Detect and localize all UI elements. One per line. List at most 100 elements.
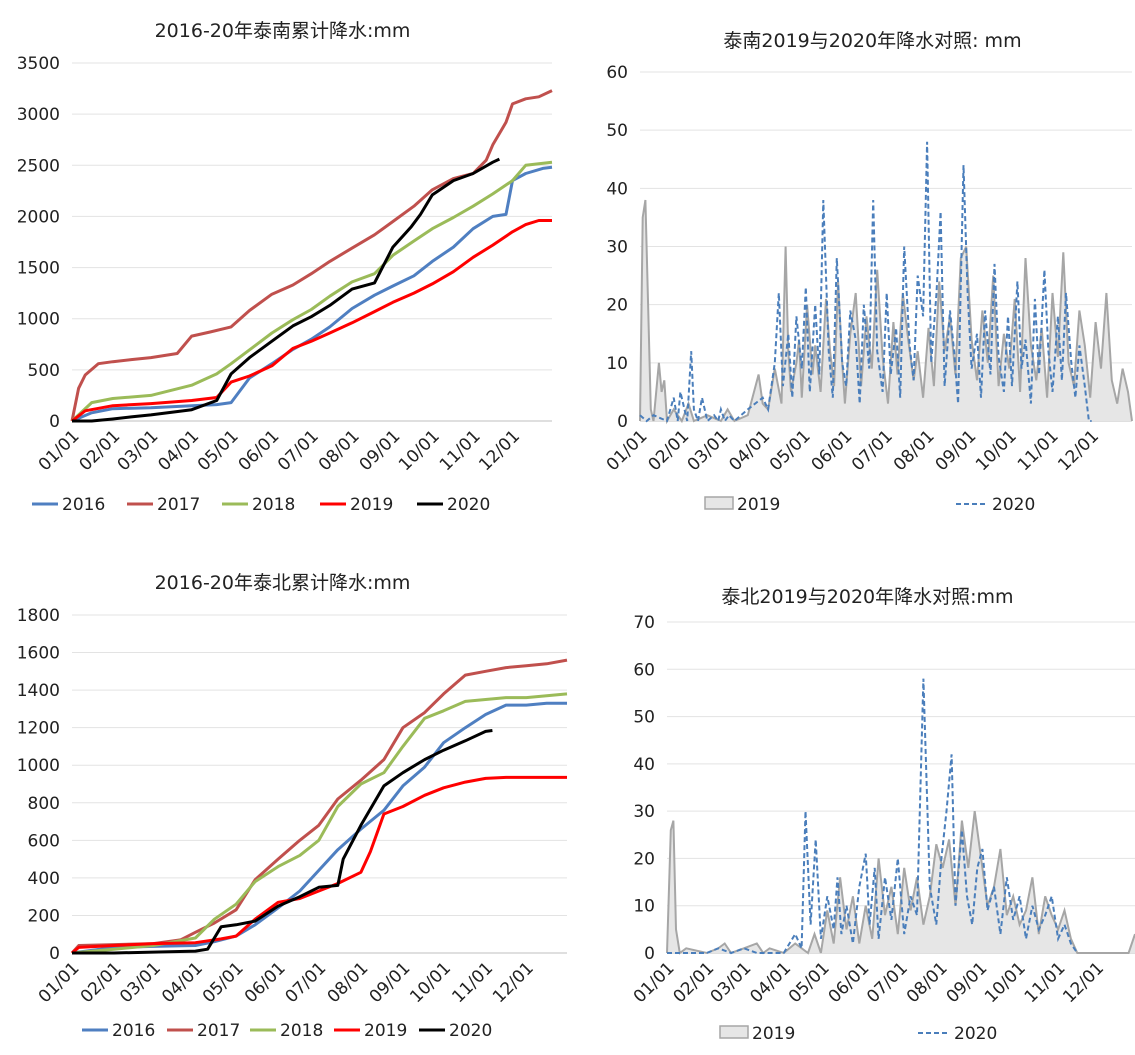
- x-tick-label: 05/01: [199, 958, 248, 1007]
- series-line-2019: [666, 810, 1135, 955]
- legend-swatch: [704, 496, 734, 510]
- x-tick-label: 11/01: [1014, 426, 1063, 475]
- x-tick-label: 06/01: [241, 958, 290, 1007]
- chart-title: 2016-20年泰南累计降水:mm: [154, 20, 411, 42]
- x-tick-label: 03/01: [114, 426, 163, 475]
- series-line-2017: [70, 658, 568, 955]
- y-tick-label: 800: [28, 794, 60, 814]
- x-tick-label: 12/01: [1054, 426, 1103, 475]
- y-tick-label: 3500: [17, 54, 60, 74]
- chart-title: 泰北2019与2020年降水对照:mm: [721, 586, 1014, 608]
- legend-swatch: [719, 1025, 749, 1039]
- series-line-2020: [639, 141, 1092, 425]
- chart-svg: 0 200 400 600 800 1000 1200 1400 1600 1800 01/0102…: [17, 606, 568, 1041]
- y-tick-label: 400: [28, 869, 60, 889]
- x-tick-label: 01/01: [35, 958, 84, 1007]
- legend-label: 2017: [157, 495, 200, 515]
- chart-north-cumulative: 2016-20年泰北累计降水:mm 0 200 400 600 800 1000 1200 1…: [0, 530, 568, 1055]
- x-tick-label: 04/01: [725, 426, 774, 475]
- series-line-2019: [71, 219, 552, 423]
- y-tick-label: 30: [606, 238, 628, 258]
- legend-label: 2019: [350, 495, 393, 515]
- y-tick-label: 3000: [17, 105, 60, 125]
- x-tick-label: 01/01: [630, 958, 679, 1007]
- x-tick-label: 08/01: [324, 958, 373, 1007]
- x-tick-label: 11/01: [448, 958, 497, 1007]
- series-line-2016: [71, 701, 567, 955]
- x-tick-label: 03/01: [707, 958, 756, 1007]
- series-line-2016: [71, 165, 553, 423]
- x-tick-label: 02/01: [645, 426, 694, 475]
- chart-svg: 0 500 1000 1500 2000 2500 3000 3500 01/0102/0103…: [17, 54, 553, 515]
- chart-north-daily: 泰北2019与2020年降水对照:mm 0 10 20 30 40 50 60 70 01/01…: [570, 530, 1135, 1055]
- series-line-2020: [72, 729, 493, 955]
- x-tick-label: 12/01: [1059, 958, 1108, 1007]
- x-tick-label: 05/01: [766, 426, 815, 475]
- legend-label: 2017: [197, 1021, 240, 1041]
- y-tick-label: 60: [606, 63, 628, 83]
- x-tick-label: 08/01: [890, 426, 939, 475]
- y-tick-label: 1800: [17, 606, 60, 626]
- x-tick-label: 03/01: [684, 426, 733, 475]
- legend-label: 2020: [447, 495, 490, 515]
- y-tick-label: 40: [606, 179, 628, 199]
- legend-label: 2018: [280, 1021, 323, 1041]
- x-tick-label: 01/01: [603, 426, 652, 475]
- x-tick-label: 02/01: [669, 958, 718, 1007]
- series-line-2020: [72, 157, 501, 423]
- chart-svg: 0 10 20 30 40 50 60 70 01/0102/0103/0104/0105/01…: [630, 613, 1135, 1044]
- y-tick-label: 1400: [17, 681, 60, 701]
- y-tick-label: 0: [617, 412, 628, 432]
- x-tick-label: 04/01: [154, 426, 203, 475]
- y-tick-label: 70: [633, 613, 655, 633]
- x-tick-label: 09/01: [356, 426, 405, 475]
- chart-title: 2016-20年泰北累计降水:mm: [154, 572, 411, 594]
- series-line-2018: [71, 692, 568, 955]
- legend-label: 2020: [992, 495, 1035, 515]
- legend-label: 2020: [449, 1021, 492, 1041]
- x-tick-label: 07/01: [282, 958, 331, 1007]
- x-tick-label: 08/01: [903, 958, 952, 1007]
- y-tick-label: 1000: [17, 756, 60, 776]
- x-tick-label: 06/01: [825, 958, 874, 1007]
- legend-label: 2016: [112, 1021, 155, 1041]
- x-tick-label: 05/01: [194, 426, 243, 475]
- legend-label: 2018: [252, 495, 295, 515]
- chart-south-daily: 泰南2019与2020年降水对照: mm 0 10 20 30 40 50 60 01/01 0…: [570, 0, 1135, 525]
- y-tick-label: 500: [28, 361, 60, 381]
- x-tick-label: 03/01: [116, 958, 165, 1007]
- x-tick-label: 05/01: [785, 958, 834, 1007]
- x-tick-label: 02/01: [76, 426, 125, 475]
- y-tick-label: 10: [606, 354, 628, 374]
- x-tick-label: 04/01: [746, 958, 795, 1007]
- x-tick-label: 04/01: [158, 958, 207, 1007]
- chart-south-cumulative: 2016-20年泰南累计降水:mm 0 500 1000 1500 2000 2500 30…: [0, 0, 565, 525]
- y-tick-label: 600: [28, 831, 60, 851]
- y-tick-label: 0: [49, 944, 60, 964]
- x-tick-label: 07/01: [274, 426, 323, 475]
- series-line-2018: [70, 160, 553, 423]
- y-tick-label: 0: [49, 412, 60, 432]
- y-tick-label: 2000: [17, 207, 60, 227]
- chart-svg: 0 10 20 30 40 50 60 01/0102/0103/0104/0105/0106…: [603, 63, 1133, 515]
- x-tick-label: 10/01: [395, 426, 444, 475]
- y-tick-label: 0: [644, 944, 655, 964]
- y-tick-label: 1200: [17, 719, 60, 739]
- y-tick-label: 1500: [17, 259, 60, 279]
- y-tick-label: 10: [633, 897, 655, 917]
- x-tick-label: 06/01: [808, 426, 857, 475]
- x-tick-label: 06/01: [235, 426, 284, 475]
- series-line-2019: [639, 199, 1133, 425]
- legend-label: 2019: [752, 1024, 795, 1044]
- legend-label: 2019: [737, 495, 780, 515]
- series-line-2019: [71, 775, 567, 955]
- series-line-2017: [70, 89, 553, 422]
- x-tick-label: 02/01: [77, 958, 126, 1007]
- x-tick-label: 10/01: [972, 426, 1021, 475]
- y-tick-label: 60: [633, 660, 655, 680]
- legend-label: 2016: [62, 495, 105, 515]
- y-tick-label: 50: [606, 121, 628, 141]
- x-tick-label: 07/01: [848, 426, 897, 475]
- y-tick-label: 20: [633, 849, 655, 869]
- series-area-2019: [640, 200, 1132, 421]
